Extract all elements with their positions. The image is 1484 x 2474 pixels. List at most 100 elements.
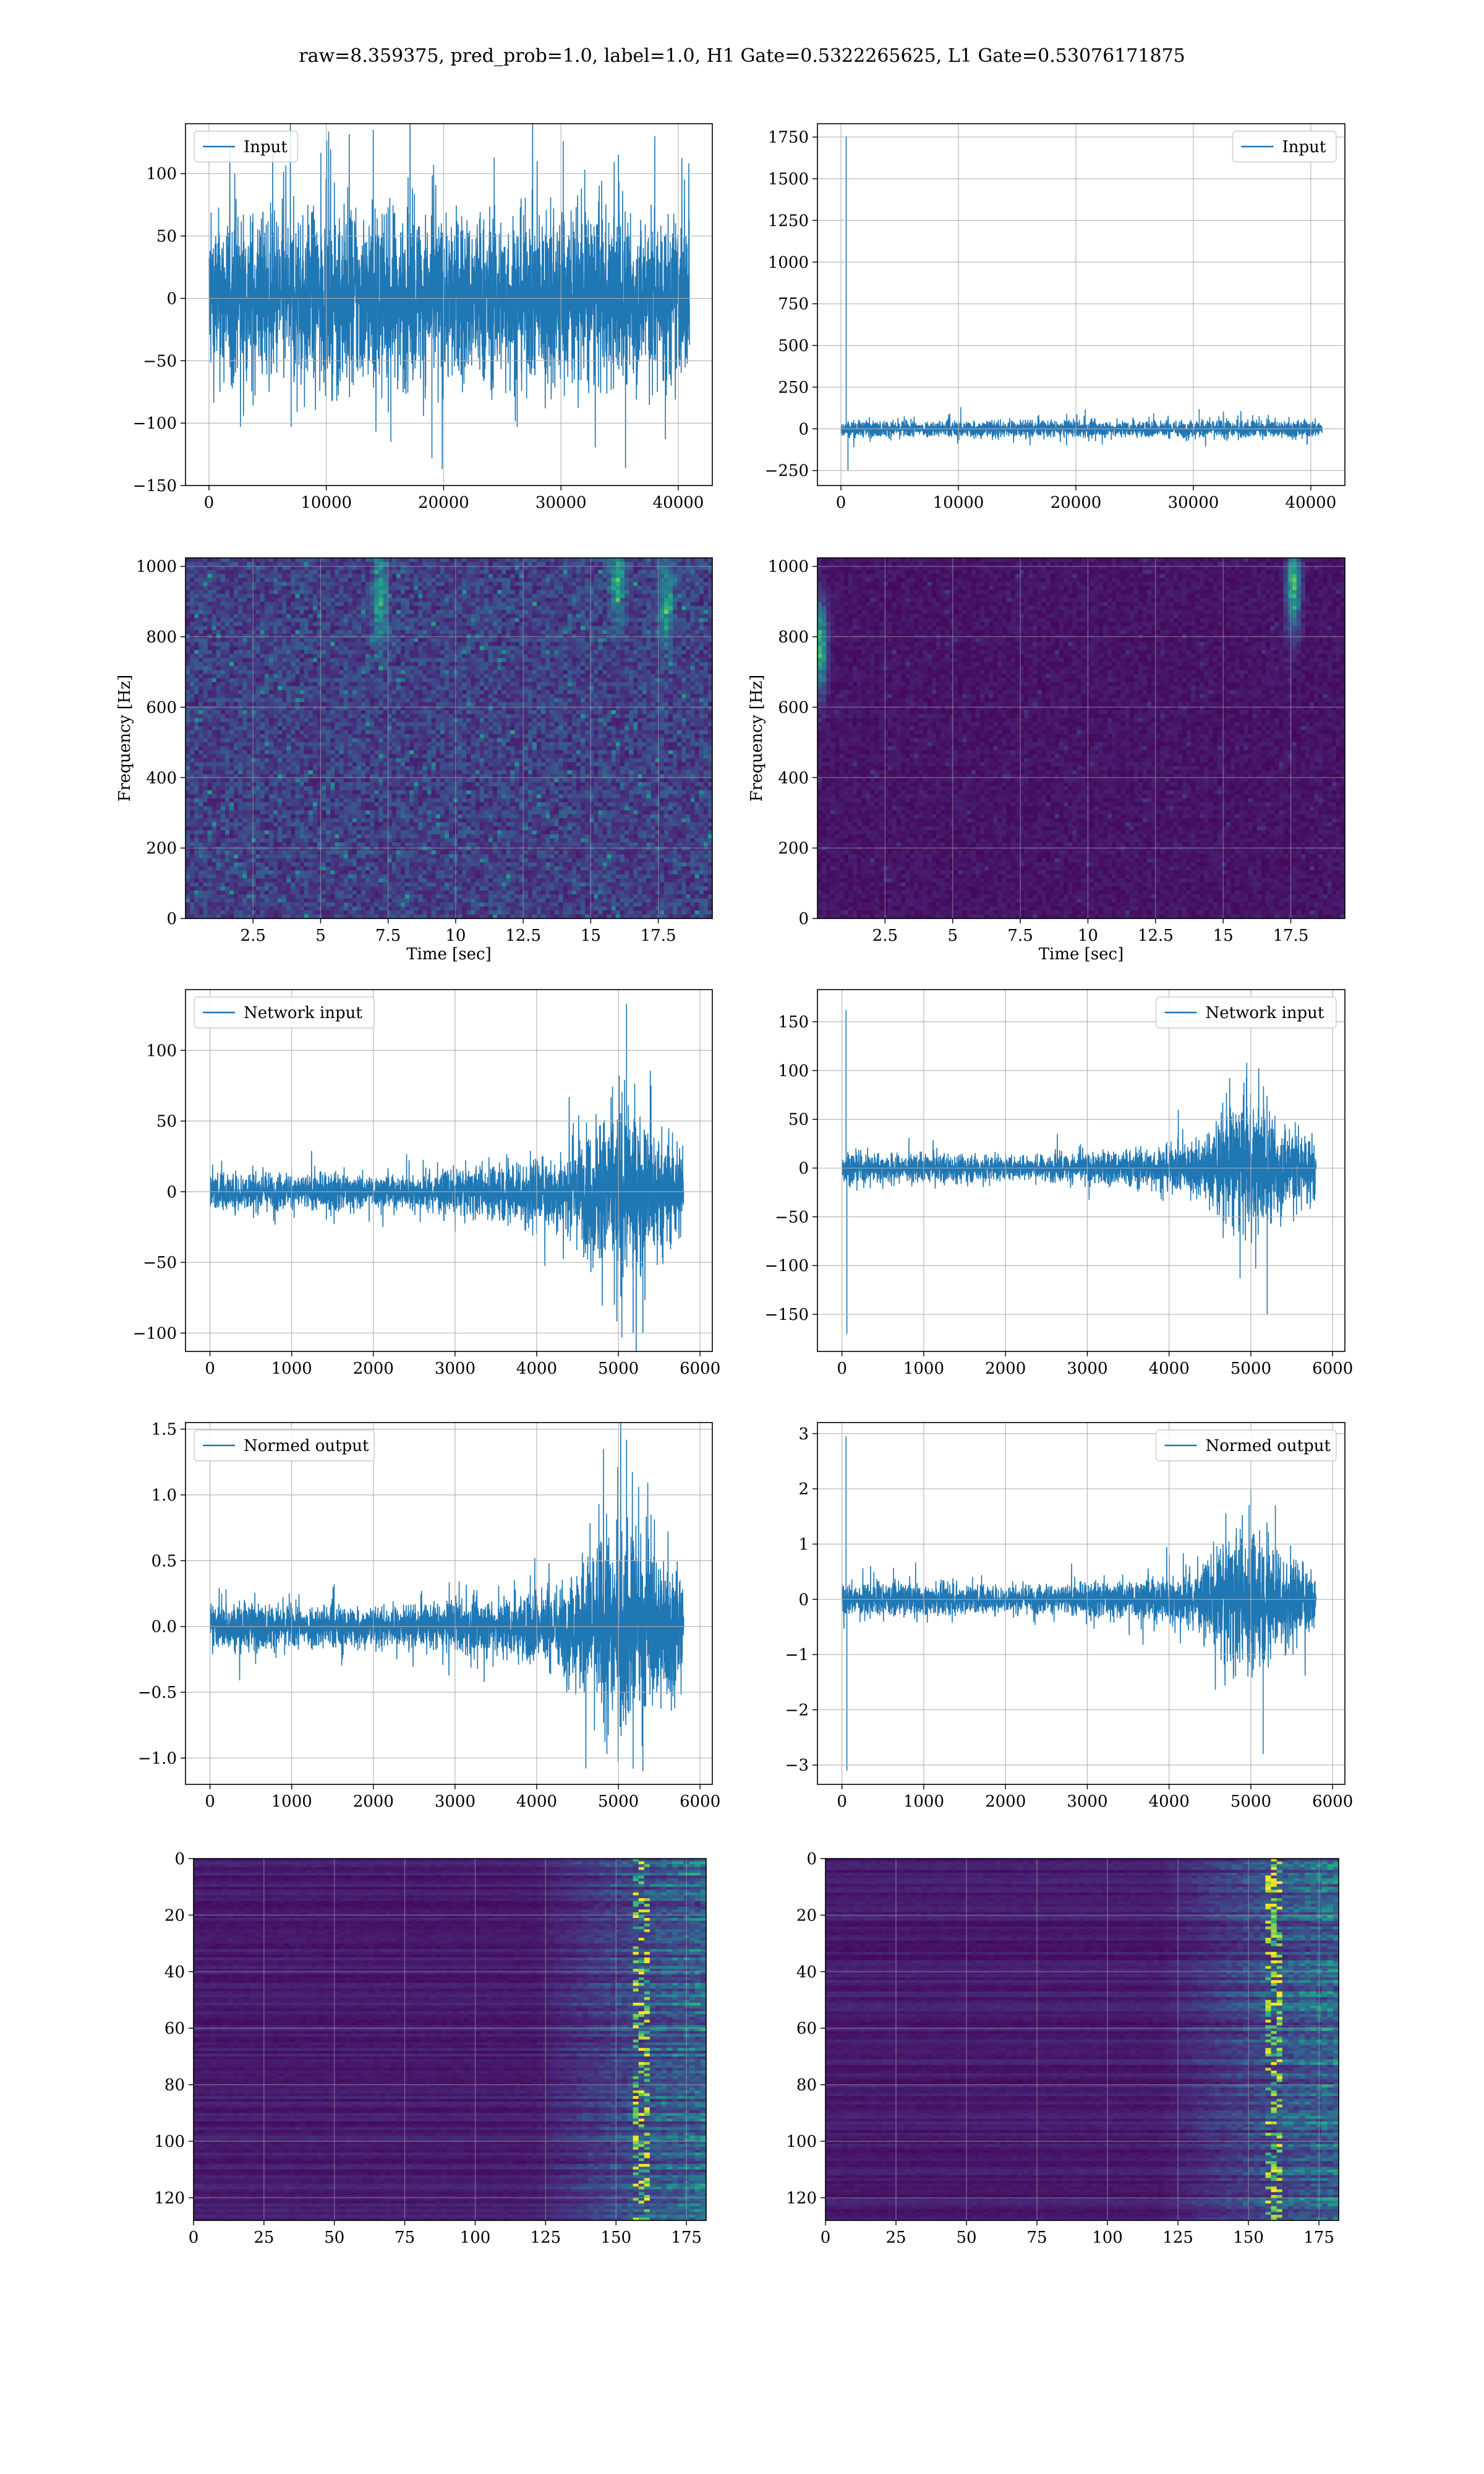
heatmap-cell — [317, 798, 322, 803]
heatmap-cell — [378, 662, 384, 667]
heatmap-cell — [251, 786, 257, 791]
heatmap-cell — [268, 766, 274, 771]
heatmap-cell — [356, 558, 362, 563]
heatmap-cell — [282, 778, 287, 783]
heatmap-cell — [383, 826, 388, 831]
heatmap-cell — [291, 718, 296, 723]
heatmap-cell — [322, 642, 326, 647]
heatmap-cell — [335, 562, 340, 567]
heatmap-cell — [299, 654, 305, 659]
heatmap-cell — [264, 570, 270, 575]
heatmap-cell — [242, 766, 247, 771]
heatmap-cell — [295, 778, 301, 783]
heatmap-cell — [238, 842, 243, 847]
heatmap-cell — [190, 690, 195, 695]
heatmap-cell — [348, 854, 353, 859]
heatmap-cell — [348, 602, 353, 607]
heatmap-cell — [255, 890, 261, 895]
heatmap-cell — [268, 642, 274, 647]
heatmap-cell — [361, 630, 366, 635]
heatmap-cell — [339, 810, 344, 815]
heatmap-cell — [370, 742, 375, 747]
heatmap-cell — [186, 722, 190, 727]
heatmap-cell — [374, 578, 379, 583]
heatmap-cell — [282, 670, 287, 675]
heatmap-cell — [409, 602, 414, 607]
heatmap-cell — [238, 589, 243, 594]
legend-label: Input — [1282, 138, 1326, 156]
heatmap-cell — [383, 626, 388, 631]
heatmap-cell — [361, 810, 366, 815]
heatmap-cell — [198, 654, 203, 659]
heatmap-cell — [352, 718, 357, 723]
heatmap-cell — [224, 838, 230, 843]
heatmap-cell — [361, 750, 366, 755]
heatmap-cell — [322, 894, 326, 899]
heatmap-cell — [343, 894, 349, 899]
heatmap-cell — [216, 850, 221, 855]
heatmap-cell — [198, 854, 203, 859]
heatmap-cell — [211, 794, 217, 799]
heatmap-cell — [216, 718, 221, 723]
heatmap-cell — [264, 634, 270, 639]
heatmap-cell — [383, 602, 388, 607]
heatmap-cell — [339, 858, 344, 863]
y-tick-label: −250 — [765, 462, 809, 481]
heatmap-cell — [370, 618, 375, 623]
heatmap-cell — [414, 794, 419, 799]
heatmap-cell — [356, 754, 362, 759]
heatmap-cell — [405, 874, 410, 879]
heatmap-cell — [374, 706, 379, 711]
heatmap-cell — [352, 834, 357, 839]
heatmap-cell — [186, 710, 190, 715]
heatmap-cell — [326, 786, 331, 791]
heatmap-cell — [304, 578, 309, 583]
heatmap-cell — [203, 870, 208, 875]
heatmap-cell — [312, 902, 318, 907]
heatmap-cell — [326, 566, 331, 571]
heatmap-cell — [282, 886, 287, 891]
heatmap-cell — [361, 650, 366, 655]
heatmap-cell — [198, 586, 203, 591]
heatmap-cell — [361, 606, 366, 610]
heatmap-cell — [383, 570, 388, 575]
heatmap-cell — [361, 878, 366, 883]
heatmap-cell — [339, 862, 344, 867]
heatmap-cell — [365, 830, 370, 835]
heatmap-cell — [229, 802, 234, 807]
heatmap-cell — [312, 678, 318, 683]
heatmap-cell — [383, 682, 388, 687]
heatmap-cell — [317, 886, 322, 891]
heatmap-cell — [273, 754, 278, 759]
heatmap-cell — [211, 738, 217, 743]
heatmap-cell — [242, 618, 247, 623]
heatmap-cell — [242, 798, 247, 803]
heatmap-cell — [295, 614, 301, 618]
heatmap-cell — [387, 902, 393, 907]
heatmap-cell — [370, 606, 375, 610]
heatmap-cell — [264, 798, 270, 803]
heatmap-cell — [260, 642, 265, 647]
heatmap-cell — [278, 626, 283, 631]
heatmap-cell — [326, 614, 331, 618]
heatmap-cell — [220, 706, 226, 711]
heatmap-cell — [418, 746, 423, 751]
heatmap-cell — [312, 694, 318, 699]
heatmap-cell — [352, 594, 357, 599]
heatmap-cell — [422, 626, 428, 631]
heatmap-cell — [339, 842, 344, 847]
heatmap-cell — [295, 742, 301, 747]
heatmap-cell — [194, 630, 199, 635]
heatmap-cell — [291, 890, 296, 895]
heatmap-cell — [322, 606, 326, 610]
heatmap-cell — [374, 870, 379, 875]
heatmap-cell — [330, 782, 335, 787]
x-tick-label: 20000 — [1051, 494, 1102, 512]
heatmap-cell — [322, 822, 326, 827]
heatmap-cell — [203, 882, 208, 887]
heatmap-cell — [383, 754, 388, 759]
heatmap-cell — [203, 657, 208, 662]
heatmap-cell — [378, 770, 384, 775]
heatmap-cell — [326, 902, 331, 907]
heatmap-cell — [282, 586, 287, 591]
